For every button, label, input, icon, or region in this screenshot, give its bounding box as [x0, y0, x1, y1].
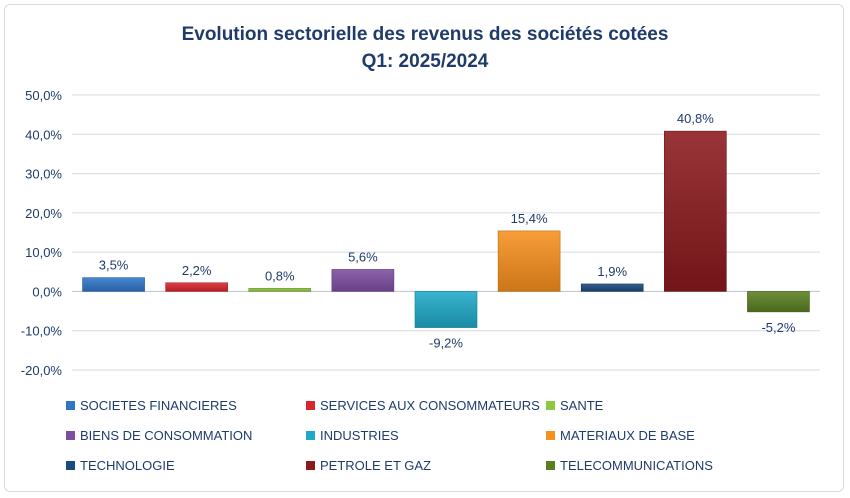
data-labels: 3,5% 2,2% 0,8% 5,6% -9,2% 15,4% 1,9% 40,8% -5,2% [99, 111, 796, 350]
data-label: 2,2% [182, 263, 212, 278]
legend-swatch [66, 431, 75, 440]
legend-label: MATERIAUX DE BASE [560, 428, 695, 443]
y-tick-label: 40,0% [25, 127, 62, 142]
legend-label: TECHNOLOGIE [80, 458, 175, 473]
bar-telecommunications [747, 291, 810, 313]
legend-label: SERVICES AUX CONSOMMATEURS [320, 398, 540, 413]
y-tick-label: 0,0% [32, 284, 62, 299]
legend-swatch [546, 401, 555, 410]
y-axis-ticks: 50,0% 40,0% 30,0% 20,0% 10,0% 0,0% -10,0% -20,0… [21, 88, 63, 378]
legend-item: PETROLE ET GAZ [306, 458, 431, 473]
y-tick-label: 50,0% [25, 88, 62, 103]
bar-materiaux-de-base [497, 230, 561, 292]
data-label: -9,2% [429, 336, 463, 351]
data-label: 0,8% [265, 268, 295, 283]
legend-label: PETROLE ET GAZ [320, 458, 431, 473]
legend-item: TELECOMMUNICATIONS [546, 458, 713, 473]
legend-swatch [306, 401, 315, 410]
legend-swatch [66, 401, 75, 410]
bar-technologie [580, 283, 644, 292]
bars [82, 130, 810, 328]
bar-services-aux-consommateurs [165, 282, 228, 292]
chart-subtitle: Q1: 2025/2024 [362, 51, 489, 72]
y-tick-label: 20,0% [25, 206, 62, 221]
data-label: -5,2% [761, 320, 795, 335]
legend-label: TELECOMMUNICATIONS [560, 458, 713, 473]
legend-swatch [546, 431, 555, 440]
bar-biens-de-consommation [331, 269, 395, 292]
y-tick-label: -10,0% [21, 324, 63, 339]
bar-societes-financieres [82, 277, 145, 292]
legend-label: SOCIETES FINANCIERES [80, 398, 237, 413]
legend-item: INDUSTRIES [306, 428, 399, 443]
data-label: 5,6% [348, 249, 378, 264]
legend-item: MATERIAUX DE BASE [546, 428, 695, 443]
legend-item: SANTE [546, 398, 604, 413]
bar-industries [414, 291, 478, 328]
data-label: 15,4% [511, 211, 548, 226]
chart-title: Evolution sectorielle des revenus des so… [182, 24, 669, 45]
legend-swatch [306, 431, 315, 440]
legend-item: SERVICES AUX CONSOMMATEURS [306, 398, 540, 413]
y-tick-label: -20,0% [21, 363, 63, 378]
legend-item: BIENS DE CONSOMMATION [66, 428, 252, 443]
bar-petrole-et-gaz [664, 130, 727, 292]
legend-label: INDUSTRIES [320, 428, 399, 443]
legend-swatch [546, 461, 555, 470]
legend-swatch [306, 461, 315, 470]
legend-label: SANTE [560, 398, 604, 413]
y-tick-label: 30,0% [25, 167, 62, 182]
legend-item: TECHNOLOGIE [66, 458, 175, 473]
bar-sante [248, 287, 312, 292]
legend: SOCIETES FINANCIERES SERVICES AUX CONSOMM… [66, 398, 713, 473]
data-label: 40,8% [677, 111, 714, 126]
data-label: 1,9% [597, 264, 627, 279]
legend-label: BIENS DE CONSOMMATION [80, 428, 252, 443]
y-tick-label: 10,0% [25, 245, 62, 260]
data-label: 3,5% [99, 258, 129, 273]
legend-swatch [66, 461, 75, 470]
legend-item: SOCIETES FINANCIERES [66, 398, 237, 413]
